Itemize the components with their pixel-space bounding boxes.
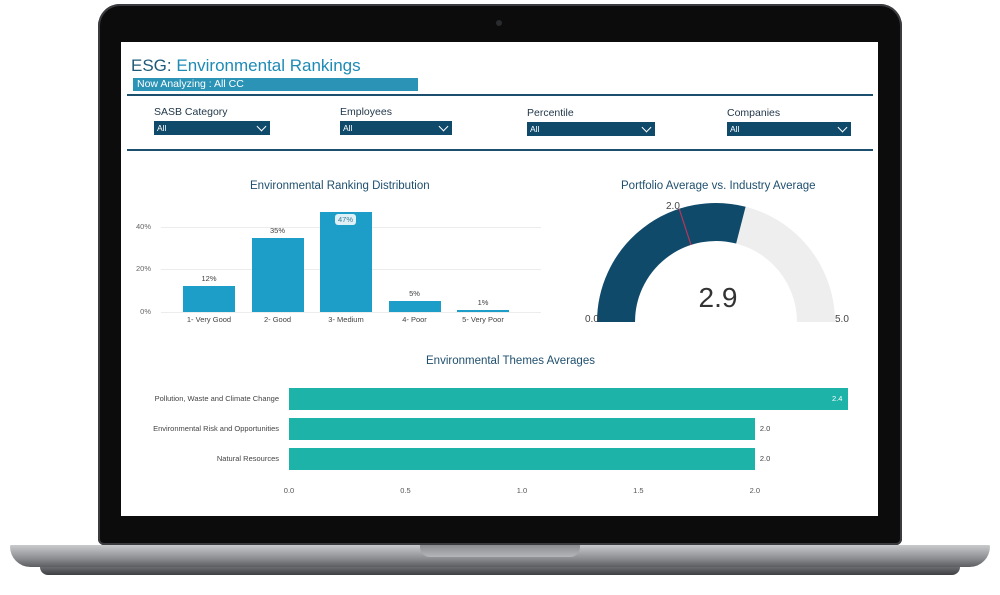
divider-filters [127, 149, 873, 151]
gauge-max-label: 5.0 [835, 314, 849, 325]
gauge-fill [597, 203, 746, 323]
theme-bar-2 [289, 418, 755, 440]
employees-select[interactable]: All [340, 121, 452, 135]
bar-1 [183, 286, 235, 312]
filter-label: Companies [727, 107, 781, 119]
chevron-down-icon [438, 121, 449, 132]
gauge-target-label: 2.0 [666, 201, 680, 212]
bar-3 [320, 212, 372, 312]
page-title: ESG: Environmental Rankings [131, 56, 361, 76]
divider-top [127, 94, 873, 96]
theme-value-label: 2.4 [832, 394, 843, 403]
select-value: All [343, 123, 353, 133]
filter-companies: Companies All [727, 107, 851, 136]
select-value: All [157, 123, 167, 133]
companies-select[interactable]: All [727, 122, 851, 136]
filter-label: SASB Category [154, 106, 228, 118]
theme-category-label: Environmental Risk and Opportunities [153, 424, 279, 433]
gauge-target-marker [678, 208, 692, 246]
bar-value-label: 47% [335, 214, 357, 225]
bar-2 [251, 237, 304, 312]
x-tick-label: 3- Medium [328, 315, 364, 324]
sasb-category-select[interactable]: All [154, 121, 270, 135]
now-analyzing-banner: Now Analyzing : All CC [133, 78, 418, 91]
themes-title: Environmental Themes Averages [426, 355, 595, 367]
x-tick-label: 5- Very Poor [462, 315, 504, 324]
laptop-base-bottom [40, 567, 960, 575]
theme-bar-3 [289, 448, 755, 470]
gridline [161, 312, 541, 313]
x-tick-label: 1.0 [516, 486, 528, 495]
x-tick-label: 2- Good [263, 315, 292, 324]
bar-4 [388, 301, 441, 312]
bar-value-label: 1% [477, 297, 489, 307]
x-tick-label: 1- Very Good [186, 315, 232, 324]
y-tick-label: 40% [135, 221, 151, 231]
title-main: Environmental Rankings [176, 56, 361, 75]
theme-category-label: Natural Resources [216, 454, 279, 463]
theme-value-label: 2.0 [759, 424, 771, 433]
y-tick-label: 0% [140, 307, 151, 316]
select-value: All [730, 124, 740, 134]
bar-value-label: 35% [269, 225, 285, 235]
title-prefix: ESG: [131, 56, 172, 75]
distribution-title: Environmental Ranking Distribution [250, 180, 430, 192]
x-tick-label: 0.0 [283, 486, 295, 495]
y-tick-label: 20% [135, 264, 151, 274]
x-tick-label: 0.5 [400, 486, 411, 495]
x-tick-label: 1.5 [633, 486, 644, 495]
theme-bar-1 [289, 388, 848, 410]
camera-icon [496, 20, 502, 26]
gauge-title: Portfolio Average vs. Industry Average [621, 180, 816, 192]
filter-label: Employees [340, 106, 392, 118]
chevron-down-icon [837, 122, 848, 133]
filter-label: Percentile [527, 107, 574, 119]
select-value: All [530, 124, 540, 134]
filter-sasb-category: SASB Category All [154, 106, 270, 135]
chevron-down-icon [256, 121, 267, 132]
bar-value-label: 5% [409, 289, 420, 299]
theme-value-label: 2.0 [759, 454, 771, 463]
x-tick-label: 2.0 [749, 486, 761, 495]
laptop-notch [420, 545, 580, 557]
gauge-chart [597, 203, 835, 323]
x-tick-label: 4- Poor [402, 315, 427, 324]
percentile-select[interactable]: All [527, 122, 655, 136]
theme-category-label: Pollution, Waste and Climate Change [154, 394, 279, 403]
filter-percentile: Percentile All [527, 107, 655, 136]
gauge-value: 2.9 [698, 282, 738, 313]
chevron-down-icon [641, 122, 652, 133]
bar-5 [457, 309, 509, 312]
gauge-min-label: 0.0 [585, 314, 599, 325]
filter-employees: Employees All [340, 106, 452, 135]
bar-value-label: 12% [201, 274, 217, 284]
dashboard-screen: ESG: Environmental Rankings Now Analyzin… [121, 42, 878, 516]
